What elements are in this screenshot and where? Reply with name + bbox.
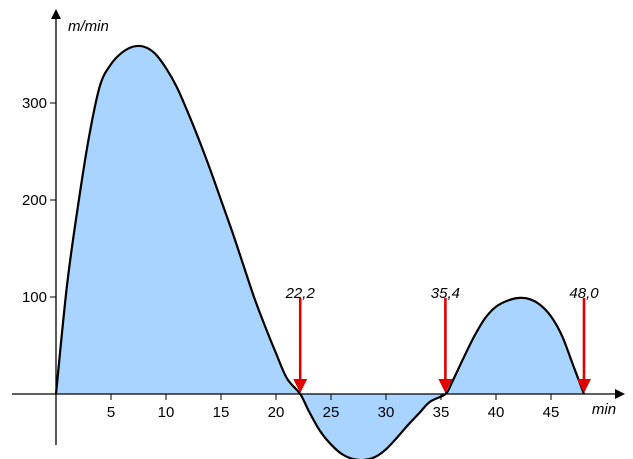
y-tick-label: 200	[22, 192, 47, 209]
y-tick-label: 300	[22, 95, 47, 112]
arrow-head	[577, 379, 591, 393]
annotation-label: 35,4	[431, 285, 460, 302]
arrow-head	[293, 379, 308, 393]
annotation-label: 48,0	[569, 285, 599, 302]
annotation-arrow: 35,4	[431, 285, 460, 393]
x-tick-label: 5	[107, 404, 115, 421]
annotation-label: 22,2	[285, 285, 316, 302]
x-tick-label: 35	[433, 404, 450, 421]
x-axis-label: min	[592, 401, 616, 418]
annotations: 22,2 35,4 48,0	[285, 285, 599, 393]
x-tick-label: 30	[378, 404, 395, 421]
x-tick-label: 25	[323, 404, 340, 421]
annotation-arrow: 22,2	[285, 285, 316, 393]
y-axis-label: m/min	[68, 18, 109, 35]
x-ticks: 5 10 15 20 25 30 35 40 45	[107, 394, 560, 421]
x-tick-label: 10	[158, 404, 175, 421]
x-tick-label: 40	[488, 404, 505, 421]
x-tick-label: 45	[543, 404, 560, 421]
y-tick-label: 100	[22, 289, 47, 306]
x-tick-label: 20	[268, 404, 285, 421]
annotation-arrow: 48,0	[569, 285, 599, 393]
curve-line	[54, 44, 586, 459]
area-fill	[56, 45, 584, 459]
arrow-head	[438, 379, 453, 393]
y-ticks: 100 200 300	[22, 95, 56, 306]
x-tick-label: 15	[213, 404, 230, 421]
